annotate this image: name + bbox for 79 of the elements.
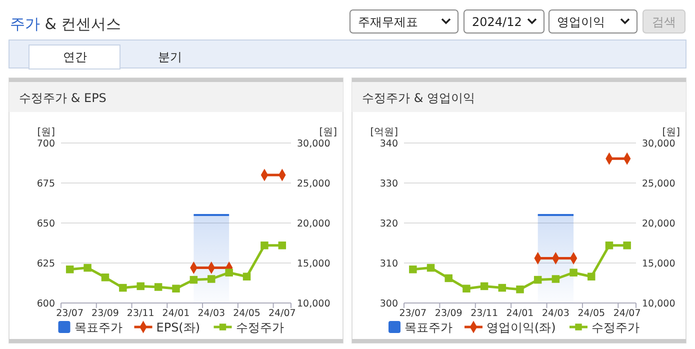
y-tick-label: 340 — [380, 138, 398, 150]
x-tick-label: 24/07 — [268, 308, 296, 319]
x-tick-label: 24/05 — [578, 308, 606, 319]
point — [260, 242, 268, 250]
point — [426, 264, 435, 272]
point — [172, 284, 180, 292]
y2-tick-label: 10,000 — [642, 298, 676, 310]
x-tick-label: 24/05 — [233, 308, 260, 319]
point — [225, 268, 233, 276]
text: 연간 — [63, 50, 87, 64]
legend-label: 영업이익(좌) — [486, 320, 556, 334]
point — [462, 284, 470, 292]
y2-tick-label: 20,000 — [642, 218, 676, 230]
y-tick-label: 320 — [380, 218, 398, 230]
y-tick-label: 650 — [36, 218, 55, 230]
text: 영업이익 — [557, 15, 605, 29]
text: 분기 — [158, 50, 182, 64]
point — [242, 272, 251, 280]
point — [534, 276, 542, 284]
legend-label: EPS(좌) — [156, 320, 200, 334]
y2-tick-label: 15,000 — [297, 258, 330, 270]
y2-tick-label: 25,000 — [642, 178, 676, 190]
y-tick-label: 310 — [380, 258, 398, 270]
point — [119, 284, 127, 292]
point — [278, 242, 286, 250]
y2-tick-label: 30,000 — [297, 138, 330, 150]
y2-tick-label: 20,000 — [297, 218, 330, 230]
chart-title: 수정주가 & 영업이익 — [362, 91, 475, 105]
point — [570, 268, 578, 276]
y2-axis-title: [원] — [319, 127, 338, 138]
chart-title: 수정주가 & EPS — [19, 91, 106, 105]
point — [409, 266, 417, 274]
point — [516, 286, 524, 294]
point — [498, 284, 506, 292]
point — [154, 283, 162, 291]
legend-label: 목표주가 — [404, 320, 452, 334]
y-tick-label: 675 — [36, 178, 55, 190]
point — [444, 274, 452, 282]
x-tick-label: 23/09 — [92, 308, 119, 319]
x-tick-label: 23/11 — [126, 308, 154, 319]
point — [101, 274, 110, 282]
y2-tick-label: 10,000 — [297, 298, 330, 310]
text: 2024/12 — [472, 15, 522, 29]
y2-tick-label: 15,000 — [642, 258, 676, 270]
y2-tick-label: 30,000 — [642, 138, 676, 150]
point — [588, 272, 596, 280]
y-tick-label: 330 — [380, 178, 398, 190]
text: 주가 & 컨센서스 — [10, 15, 122, 33]
text: 검색 — [652, 15, 676, 29]
point — [84, 264, 92, 272]
point — [623, 242, 631, 250]
x-tick-label: 23/07 — [399, 308, 427, 319]
point — [208, 275, 216, 283]
point — [552, 275, 560, 283]
y2-tick-label: 25,000 — [297, 178, 330, 190]
x-tick-label: 24/07 — [613, 308, 641, 319]
y2-axis-title: [원] — [662, 127, 680, 138]
x-tick-label: 24/01 — [162, 308, 190, 319]
y-axis-title: [억원] — [370, 127, 398, 138]
legend-label: 목표주가 — [74, 320, 122, 334]
y-tick-label: 700 — [36, 138, 55, 150]
y-tick-label: 600 — [36, 298, 55, 310]
point — [66, 266, 74, 274]
y-tick-label: 300 — [380, 298, 398, 310]
x-tick-label: 24/01 — [506, 308, 534, 319]
point — [480, 282, 488, 290]
point — [190, 276, 198, 284]
y-tick-label: 625 — [36, 258, 55, 270]
point — [605, 242, 614, 250]
text: 주재무제표 — [358, 15, 418, 29]
x-tick-label: 24/03 — [198, 308, 226, 319]
x-tick-label: 23/09 — [434, 308, 462, 319]
y-axis-title: [원] — [37, 127, 56, 138]
legend-label: 수정주가 — [592, 320, 640, 334]
legend-label: 수정주가 — [236, 320, 284, 334]
x-tick-label: 23/11 — [470, 308, 498, 319]
x-tick-label: 23/07 — [56, 308, 84, 319]
point — [136, 282, 144, 290]
x-tick-label: 24/03 — [542, 308, 570, 319]
